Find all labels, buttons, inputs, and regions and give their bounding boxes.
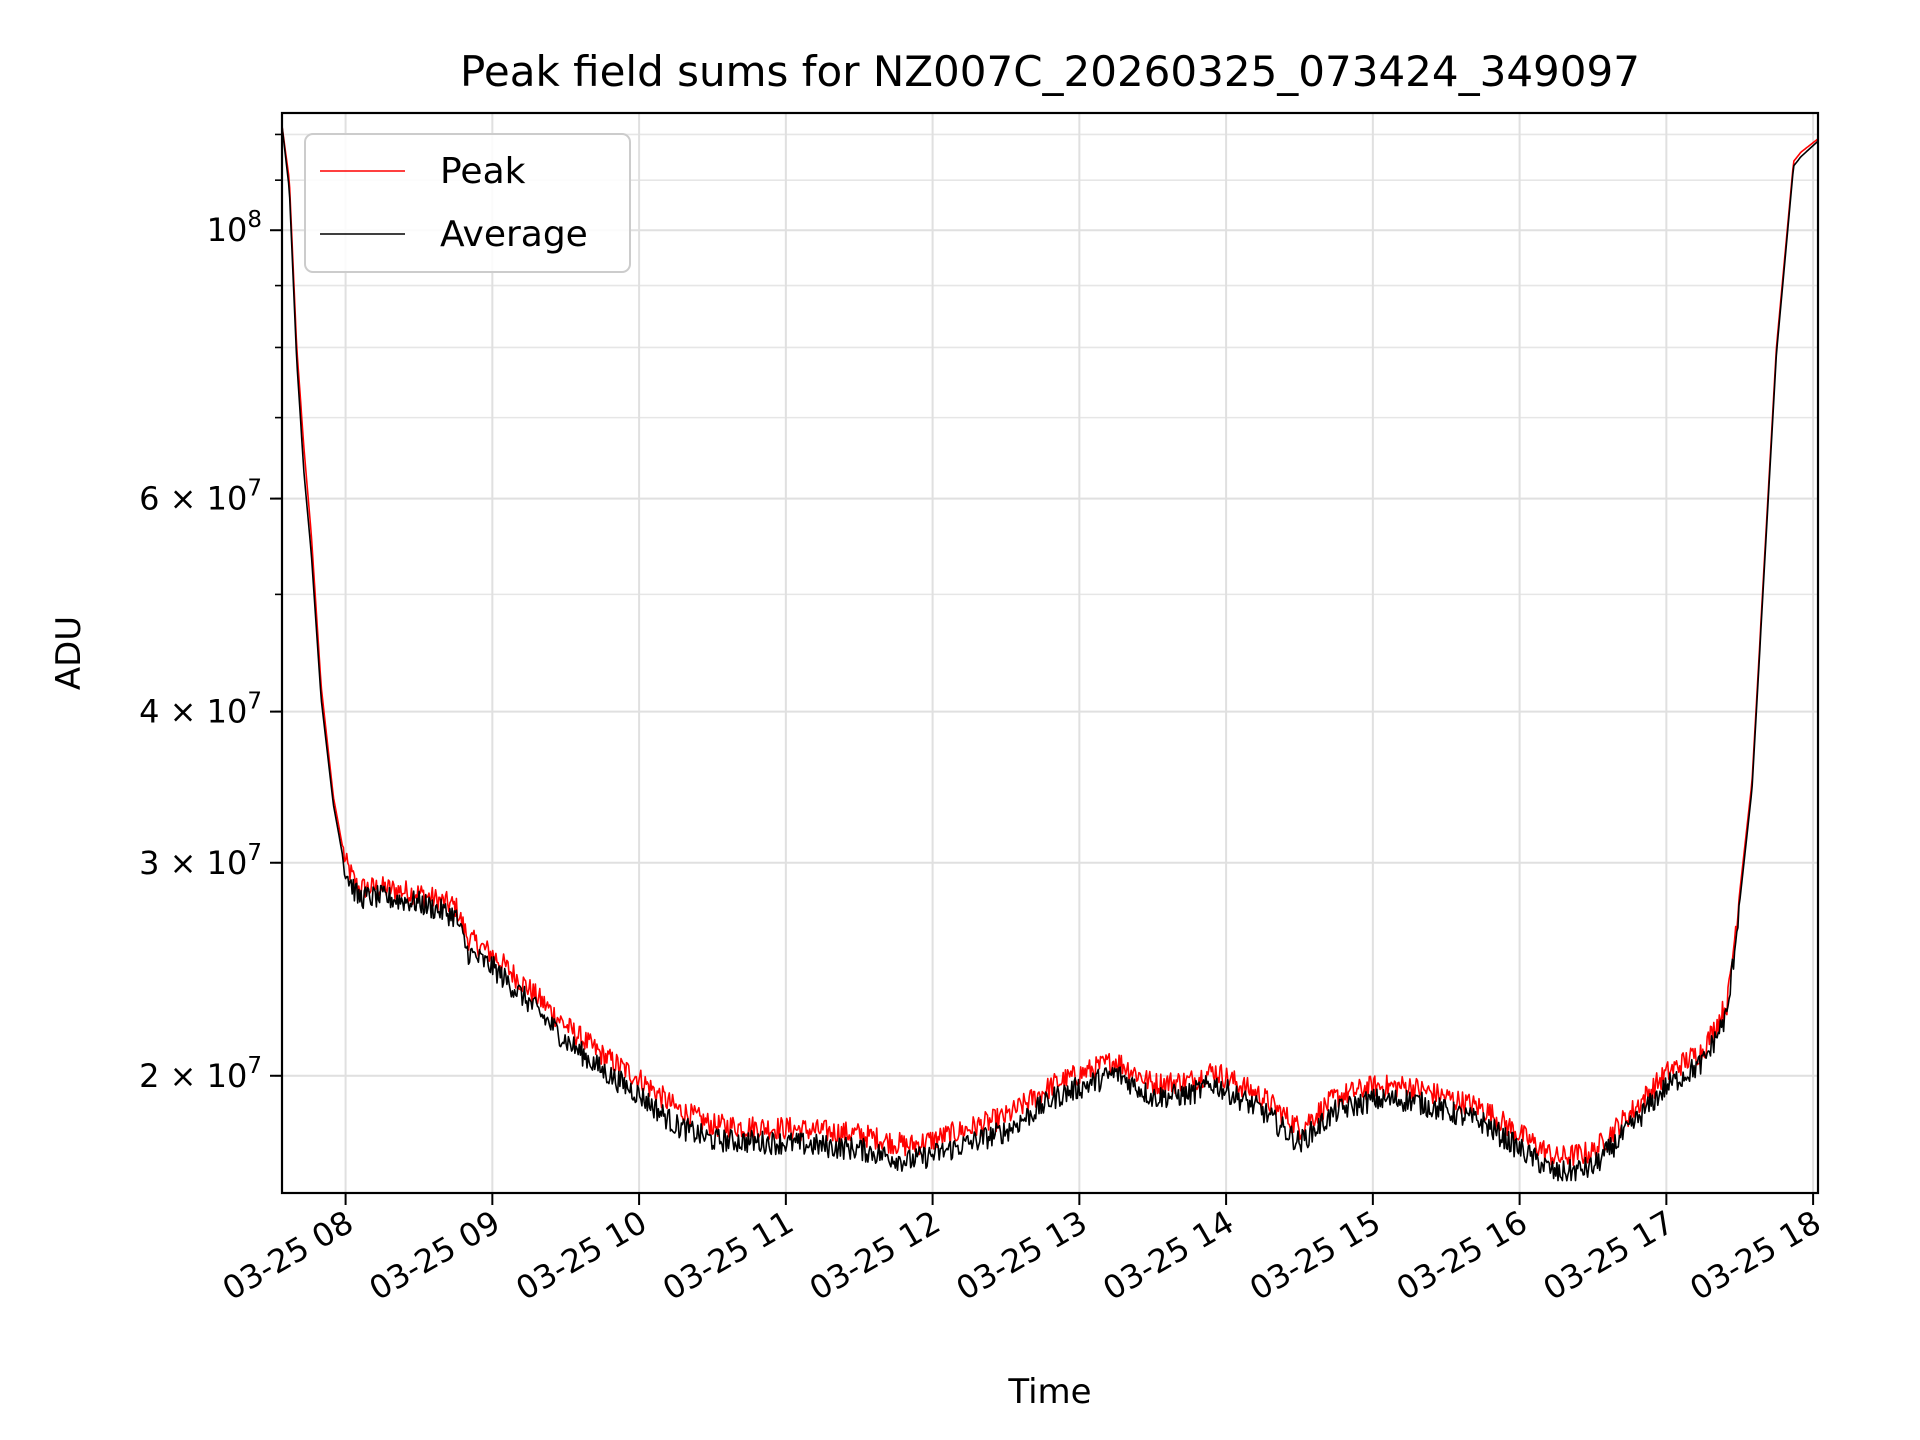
x-axis-label: Time xyxy=(1007,1372,1091,1412)
y-tick-label: 2 × 107 xyxy=(139,1053,262,1095)
y-tick-label: 4 × 107 xyxy=(139,689,262,731)
y-tick-label: 108 xyxy=(207,207,262,249)
legend: Peak Average xyxy=(304,133,631,273)
series-line-peak xyxy=(281,125,1819,1167)
series-line-average xyxy=(281,125,1819,1182)
chart-title: Peak field sums for NZ007C_20260325_0734… xyxy=(460,47,1640,96)
y-tick-label: 6 × 107 xyxy=(139,476,262,518)
series-lines xyxy=(281,125,1819,1182)
legend-box xyxy=(304,133,631,273)
legend-label-peak: Peak xyxy=(440,151,526,192)
y-tick-label: 3 × 107 xyxy=(139,840,262,882)
y-axis-label: ADU xyxy=(49,616,89,690)
legend-label-average: Average xyxy=(440,214,588,255)
plot-frame xyxy=(280,111,1820,1195)
